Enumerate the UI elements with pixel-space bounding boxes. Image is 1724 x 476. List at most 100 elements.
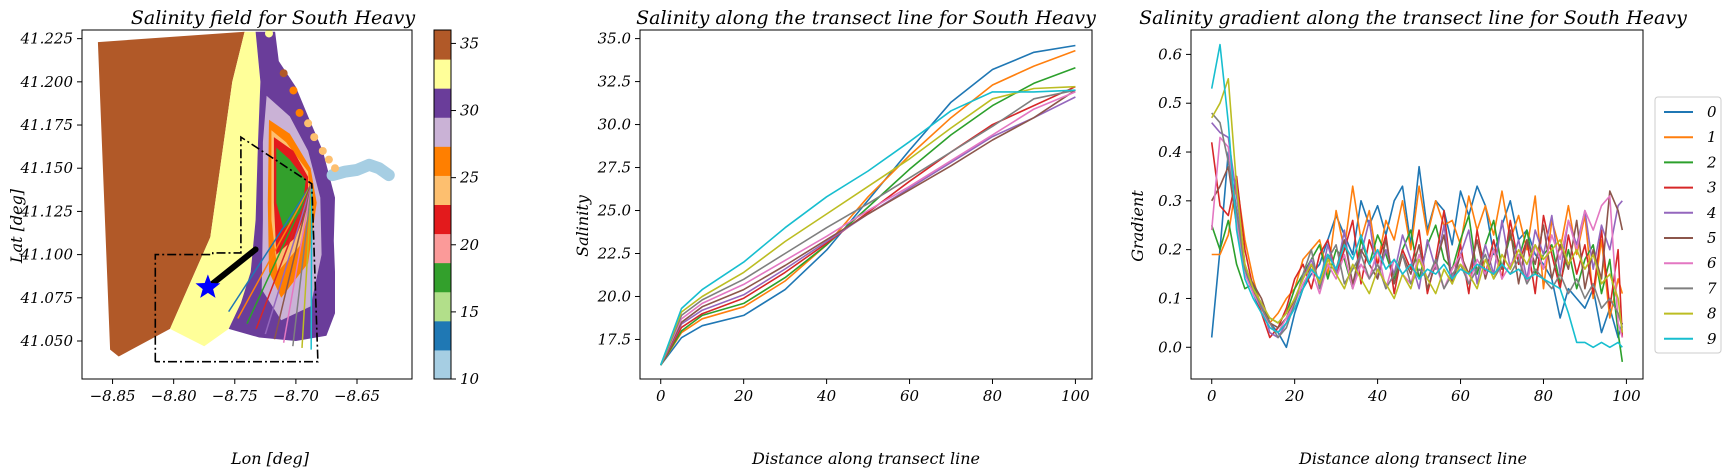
colorbar-swatch-6: [434, 175, 451, 205]
gradient-series-6: [1210, 136, 1624, 338]
gradient-y-tick-label: 0.6: [1158, 45, 1182, 63]
salinity-chart-title: Salinity along the transect line for Sou…: [636, 7, 1096, 29]
coastal-dot: [318, 146, 327, 155]
colorbar-frame: [433, 29, 452, 380]
salinity-x-tick-label: 60: [900, 387, 920, 405]
salinity-y-tick-label: 20.0: [597, 287, 632, 305]
salinity-y-tick-label: 27.5: [597, 159, 631, 177]
map-y-tick-label: 41.225: [20, 30, 74, 48]
legend-label-8: 8: [1707, 305, 1717, 323]
gradient-y-tick-label: 0.3: [1158, 192, 1182, 210]
salinity-series-7: [659, 89, 1076, 366]
salinity-x-tick-label: 100: [1061, 387, 1090, 405]
gradient-x-tick-label: 0: [1207, 387, 1217, 405]
legend: 0 1 2 3 4 5 6 7 8 9: [1654, 96, 1722, 354]
salinity-y-tick-label: 32.5: [598, 73, 631, 91]
colorbar-swatch-11: [434, 30, 451, 60]
gradient-y-axis-label: Gradient: [1128, 190, 1147, 262]
gradient-series-9: [1210, 43, 1623, 349]
salinity-plot-area: [659, 44, 1076, 366]
salinity-x-tick-label: 80: [983, 387, 1003, 405]
colorbar-tick-label: 35: [460, 34, 479, 52]
gradient-x-tick-label: 60: [1451, 387, 1471, 405]
gradient-x-tick-label: 80: [1534, 387, 1554, 405]
map-y-tick-label: 41.175: [20, 116, 74, 134]
map-x-tick-label: −8.80: [151, 387, 197, 405]
salinity-series-1: [660, 49, 1076, 366]
transect-line-5: [273, 183, 313, 340]
map-x-tick-label: −8.70: [273, 387, 319, 405]
gradient-transect-panel: Salinity gradient along the transect lin…: [1128, 7, 1722, 468]
colorbar-tick-label: 10: [460, 370, 480, 388]
gradient-x-tick-label: 100: [1612, 387, 1641, 405]
salinity-series-6: [659, 91, 1076, 366]
gradient-plot-area: [1210, 43, 1624, 363]
coastal-dot: [279, 69, 288, 78]
salinity-series-5: [659, 89, 1076, 366]
gradient-series-5: [1211, 165, 1624, 329]
domain-outline: [154, 135, 319, 363]
gradient-x-tick-label: 20: [1284, 387, 1305, 405]
colorbar-tick-label: 20: [459, 236, 480, 254]
legend-label-6: 6: [1707, 254, 1717, 272]
salinity-series-4: [659, 96, 1076, 366]
salinity-y-tick-label: 25.0: [597, 202, 632, 220]
salinity-x-tick-label: 0: [656, 387, 666, 405]
map-title: Salinity field for South Heavy: [131, 7, 415, 29]
gradient-series-7: [1211, 112, 1624, 339]
colorbar-swatch-4: [434, 233, 451, 264]
colorbar-swatch-3: [434, 262, 451, 293]
colorbar-swatch-9: [434, 88, 451, 118]
map-plot-area: [97, 29, 395, 363]
transect-line-6: [282, 183, 313, 343]
salinity-frame: [639, 29, 1093, 380]
gradient-series-0: [1210, 151, 1624, 349]
transect-line-0: [228, 183, 313, 313]
coastal-dot: [295, 108, 304, 117]
map-x-tick-label: −8.65: [334, 387, 380, 405]
map-y-tick-label: 41.075: [20, 289, 74, 307]
legend-label-2: 2: [1706, 153, 1717, 171]
colorbar-swatch-7: [434, 146, 451, 176]
legend-label-1: 1: [1707, 128, 1717, 146]
colorbar-tick-label: 30: [460, 102, 480, 120]
map-y-axis-label: Lat [deg]: [7, 188, 26, 264]
gradient-series-3: [1210, 142, 1624, 339]
gradient-y-tick-label: 0.4: [1158, 143, 1182, 161]
salinity-field-brown: [97, 31, 245, 357]
transect-line-2: [246, 183, 313, 325]
gradient-y-tick-label: 0.1: [1158, 289, 1182, 307]
salinity-y-tick-label: 35.0: [598, 30, 632, 48]
map-y-tick-label: 41.125: [20, 202, 74, 220]
gradient-x-axis-label: Distance along transect line: [1298, 449, 1527, 468]
colorbar-swatch-8: [434, 117, 451, 147]
gradient-frame: [1190, 29, 1644, 380]
salinity-y-tick-label: 22.5: [597, 244, 631, 262]
legend-label-9: 9: [1707, 330, 1717, 348]
colorbar: 10 15 20 25 30 35: [433, 29, 480, 388]
salinity-x-tick-label: 40: [816, 387, 837, 405]
salinity-y-axis-label: Salinity: [573, 194, 592, 257]
map-y-tick-label: 41.150: [20, 159, 74, 177]
map-y-tick-label: 41.050: [20, 332, 74, 350]
transect-line-3: [255, 183, 313, 330]
coastal-dot: [324, 155, 333, 164]
map-y-tick-label: 41.200: [20, 73, 74, 91]
gradient-y-tick-label: 0.2: [1158, 241, 1182, 259]
legend-label-3: 3: [1707, 179, 1717, 197]
transect-line-4: [264, 183, 313, 335]
map-frame: [81, 29, 413, 380]
colorbar-swatch-10: [434, 59, 451, 89]
salinity-x-tick-label: 20: [733, 387, 754, 405]
transect-line-7: [292, 183, 313, 347]
coastal-dot: [310, 133, 319, 142]
gradient-series-8: [1211, 78, 1624, 333]
coastal-dot: [289, 86, 298, 95]
legend-label-7: 7: [1707, 279, 1717, 297]
salinity-series-8: [659, 85, 1076, 366]
gradient-series-4: [1211, 122, 1623, 339]
legend-label-0: 0: [1707, 103, 1717, 121]
colorbar-swatch-5: [434, 204, 451, 235]
salinity-x-axis-label: Distance along transect line: [751, 449, 980, 468]
